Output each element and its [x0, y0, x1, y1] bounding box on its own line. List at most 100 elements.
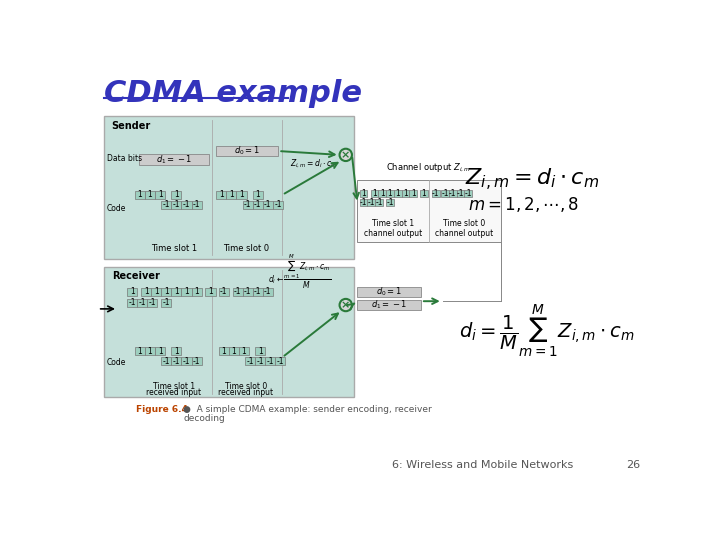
- Text: 1: 1: [239, 191, 244, 199]
- Text: -1: -1: [274, 200, 282, 210]
- Text: -1: -1: [138, 298, 146, 307]
- Text: ×: ×: [341, 300, 351, 310]
- Text: 6: Wireless and Mobile Networks: 6: Wireless and Mobile Networks: [392, 460, 574, 470]
- Bar: [263, 201, 273, 209]
- Text: Time slot 1: Time slot 1: [153, 382, 195, 392]
- Bar: [245, 357, 255, 365]
- Text: 1: 1: [148, 191, 153, 199]
- Text: 1: 1: [174, 347, 179, 356]
- Text: $Z_{i,m} = d_i \cdot c_m$: $Z_{i,m} = d_i \cdot c_m$: [464, 167, 599, 193]
- Text: -1: -1: [256, 357, 264, 366]
- Bar: [233, 288, 243, 296]
- Bar: [145, 191, 155, 199]
- Bar: [171, 201, 181, 209]
- Bar: [127, 288, 138, 296]
- Bar: [456, 190, 464, 197]
- Text: 1: 1: [158, 347, 163, 356]
- Text: -1: -1: [246, 357, 253, 366]
- Bar: [161, 288, 171, 296]
- Text: Sender: Sender: [112, 121, 151, 131]
- Bar: [375, 199, 383, 206]
- Text: Code: Code: [107, 204, 127, 213]
- Text: Time slot 0: Time slot 0: [222, 244, 269, 253]
- Bar: [226, 191, 236, 199]
- Bar: [263, 288, 273, 296]
- Bar: [181, 357, 192, 365]
- Text: -1: -1: [183, 200, 190, 210]
- Text: Code: Code: [107, 359, 127, 367]
- Text: -1: -1: [264, 200, 271, 210]
- Text: -1: -1: [163, 298, 170, 307]
- Circle shape: [340, 148, 352, 161]
- Bar: [135, 347, 145, 355]
- Text: 1: 1: [372, 189, 377, 198]
- Text: -1: -1: [244, 200, 251, 210]
- Bar: [357, 287, 421, 298]
- Text: 1: 1: [241, 347, 246, 356]
- Bar: [151, 288, 161, 296]
- Bar: [104, 267, 354, 397]
- Text: 1: 1: [194, 287, 199, 296]
- Text: 1: 1: [174, 191, 179, 199]
- Text: $d_0 = 1$: $d_0 = 1$: [376, 286, 402, 298]
- Text: 1: 1: [144, 287, 148, 296]
- Text: Time slot 1: Time slot 1: [150, 244, 197, 253]
- Bar: [171, 347, 181, 355]
- Text: 1: 1: [148, 347, 153, 356]
- Text: 1: 1: [174, 287, 179, 296]
- Bar: [127, 299, 138, 307]
- Bar: [265, 357, 275, 365]
- Bar: [239, 347, 249, 355]
- Text: 1: 1: [403, 189, 408, 198]
- Bar: [161, 299, 171, 307]
- Bar: [360, 199, 367, 206]
- Text: -1: -1: [173, 357, 180, 366]
- Bar: [171, 191, 181, 199]
- Text: 1: 1: [221, 347, 226, 356]
- Text: -1: -1: [234, 287, 241, 296]
- Bar: [148, 299, 158, 307]
- Text: CDMA example: CDMA example: [104, 79, 362, 107]
- Bar: [357, 300, 421, 310]
- Text: Time slot 1
channel output: Time slot 1 channel output: [364, 219, 422, 238]
- Bar: [394, 190, 402, 197]
- Text: decoding: decoding: [183, 414, 225, 423]
- Text: Time slot 0
channel output: Time slot 0 channel output: [435, 219, 493, 238]
- Text: 1: 1: [184, 287, 189, 296]
- Bar: [145, 347, 155, 355]
- Text: -1: -1: [386, 198, 394, 207]
- Text: -1: -1: [163, 357, 170, 366]
- Text: Time slot 0: Time slot 0: [225, 382, 267, 392]
- Text: -1: -1: [193, 357, 200, 366]
- Text: $d_i = \dfrac{1}{M} \sum_{m=1}^{M} Z_{i,m} \cdot c_m$: $d_i = \dfrac{1}{M} \sum_{m=1}^{M} Z_{i,…: [459, 302, 635, 359]
- Text: 1: 1: [258, 347, 263, 356]
- Text: -1: -1: [368, 198, 375, 207]
- Bar: [441, 190, 449, 197]
- Text: 1: 1: [256, 191, 260, 199]
- Bar: [216, 146, 279, 157]
- Bar: [409, 190, 417, 197]
- Text: ×: ×: [341, 150, 351, 160]
- Bar: [155, 191, 165, 199]
- Text: -1: -1: [360, 198, 367, 207]
- Text: -1: -1: [148, 298, 156, 307]
- Text: -1: -1: [254, 287, 261, 296]
- Bar: [402, 190, 409, 197]
- Text: -1: -1: [173, 200, 180, 210]
- Text: 1: 1: [387, 189, 392, 198]
- Bar: [216, 191, 226, 199]
- Text: Data bits: Data bits: [107, 154, 142, 163]
- Text: 1: 1: [164, 287, 168, 296]
- Bar: [139, 154, 209, 165]
- Text: -1: -1: [220, 287, 228, 296]
- Text: 1: 1: [158, 191, 163, 199]
- Bar: [243, 201, 253, 209]
- Text: 1: 1: [411, 189, 415, 198]
- Bar: [243, 288, 253, 296]
- Bar: [171, 288, 181, 296]
- Bar: [273, 201, 283, 209]
- Text: 1: 1: [229, 191, 234, 199]
- Text: received input: received input: [146, 388, 202, 397]
- Text: -1: -1: [441, 189, 449, 198]
- Bar: [464, 190, 472, 197]
